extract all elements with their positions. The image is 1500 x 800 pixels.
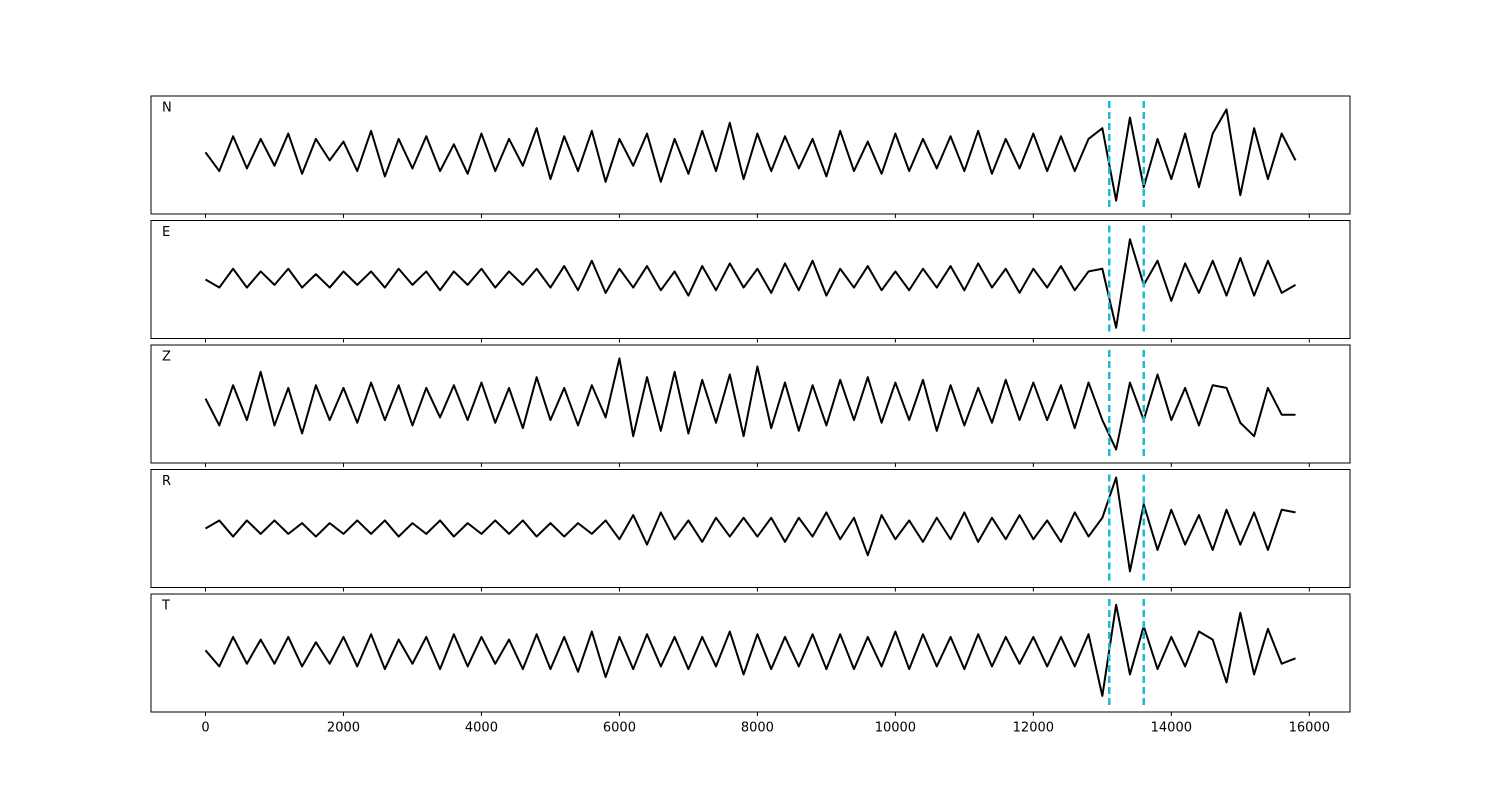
waveform	[204, 108, 1297, 202]
panel-frame	[150, 469, 1351, 588]
x-tick-label: 4000	[465, 721, 498, 736]
x-tick-label: 14000	[1151, 721, 1192, 736]
x-tick-label: 16000	[1289, 721, 1330, 736]
panel-frame	[150, 95, 1351, 215]
panel-label: R	[162, 474, 171, 489]
x-tick-label: 10000	[875, 721, 916, 736]
x-tick-label: 0	[201, 721, 209, 736]
panel-frame	[150, 220, 1351, 339]
waveform	[204, 357, 1296, 451]
panel-label: N	[162, 101, 172, 116]
waveform	[204, 238, 1297, 329]
panel-label: T	[161, 599, 170, 614]
waveform	[204, 603, 1296, 697]
panel-frame	[150, 593, 1351, 713]
x-tick-label: 8000	[741, 721, 774, 736]
x-tick-label: 12000	[1013, 721, 1054, 736]
panel-label: Z	[162, 350, 171, 365]
panel-label: E	[162, 225, 170, 240]
x-tick-label: 6000	[603, 721, 636, 736]
x-tick-label: 2000	[327, 721, 360, 736]
panel-frame	[150, 344, 1351, 464]
waveform	[204, 476, 1296, 573]
